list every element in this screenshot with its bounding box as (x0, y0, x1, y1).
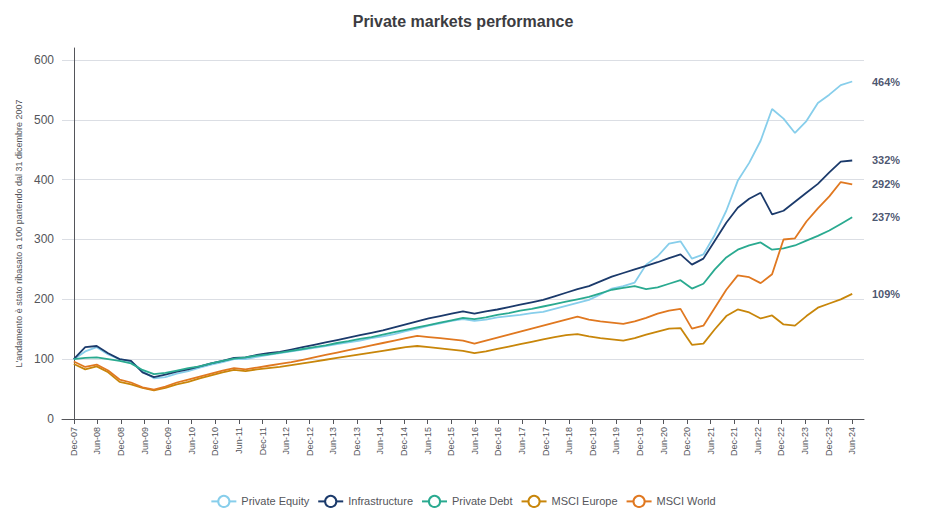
svg-text:332%: 332% (872, 154, 900, 166)
svg-text:MSCI Europe: MSCI Europe (552, 495, 618, 507)
svg-text:Jun-18: Jun-18 (564, 427, 574, 455)
svg-text:Private Debt: Private Debt (452, 495, 513, 507)
svg-text:100: 100 (34, 352, 54, 366)
svg-text:Dec-09: Dec-09 (163, 427, 173, 456)
svg-text:Dec-19: Dec-19 (635, 427, 645, 456)
svg-text:500: 500 (34, 113, 54, 127)
svg-text:Jun-14: Jun-14 (375, 427, 385, 455)
svg-text:Jun-15: Jun-15 (423, 427, 433, 455)
svg-text:109%: 109% (872, 288, 900, 300)
svg-text:Private Equity: Private Equity (241, 495, 309, 507)
svg-text:Infrastructure: Infrastructure (348, 495, 413, 507)
svg-text:Jun-23: Jun-23 (800, 427, 810, 455)
svg-text:Dec-12: Dec-12 (305, 427, 315, 456)
svg-text:Jun-19: Jun-19 (611, 427, 621, 455)
svg-text:Dec-14: Dec-14 (399, 427, 409, 456)
svg-text:Dec-13: Dec-13 (352, 427, 362, 456)
svg-text:Dec-18: Dec-18 (588, 427, 598, 456)
svg-text:L'andamento è stato ribasato a: L'andamento è stato ribasato a 100 parte… (14, 100, 24, 368)
svg-text:300: 300 (34, 232, 54, 246)
svg-text:Private markets performance: Private markets performance (353, 13, 574, 30)
svg-text:400: 400 (34, 173, 54, 187)
svg-text:Dec-20: Dec-20 (682, 427, 692, 456)
svg-text:Jun-20: Jun-20 (659, 427, 669, 455)
svg-text:Dec-16: Dec-16 (493, 427, 503, 456)
svg-text:Jun-13: Jun-13 (328, 427, 338, 455)
svg-text:Dec-15: Dec-15 (446, 427, 456, 456)
svg-text:Jun-17: Jun-17 (517, 427, 527, 455)
svg-text:Jun-22: Jun-22 (753, 427, 763, 455)
svg-text:Dec-17: Dec-17 (541, 427, 551, 456)
svg-text:0: 0 (47, 412, 54, 426)
svg-text:237%: 237% (872, 211, 900, 223)
svg-text:MSCI World: MSCI World (657, 495, 716, 507)
svg-text:Dec-23: Dec-23 (824, 427, 834, 456)
svg-text:Jun-09: Jun-09 (140, 427, 150, 455)
svg-text:Dec-21: Dec-21 (729, 427, 739, 456)
svg-text:Dec-22: Dec-22 (776, 427, 786, 456)
svg-text:Jun-24: Jun-24 (847, 427, 857, 455)
svg-text:600: 600 (34, 53, 54, 67)
svg-text:Dec-10: Dec-10 (210, 427, 220, 456)
svg-text:Dec-07: Dec-07 (69, 427, 79, 456)
svg-text:Jun-16: Jun-16 (470, 427, 480, 455)
svg-text:Jun-11: Jun-11 (234, 427, 244, 454)
svg-text:Jun-08: Jun-08 (92, 427, 102, 455)
svg-text:464%: 464% (872, 76, 900, 88)
svg-text:Dec-11: Dec-11 (258, 427, 268, 455)
svg-text:Jun-10: Jun-10 (187, 427, 197, 455)
svg-text:Jun-12: Jun-12 (281, 427, 291, 455)
svg-text:Jun-21: Jun-21 (706, 427, 716, 455)
svg-text:Dec-08: Dec-08 (116, 427, 126, 456)
svg-text:200: 200 (34, 292, 54, 306)
svg-text:292%: 292% (872, 178, 900, 190)
